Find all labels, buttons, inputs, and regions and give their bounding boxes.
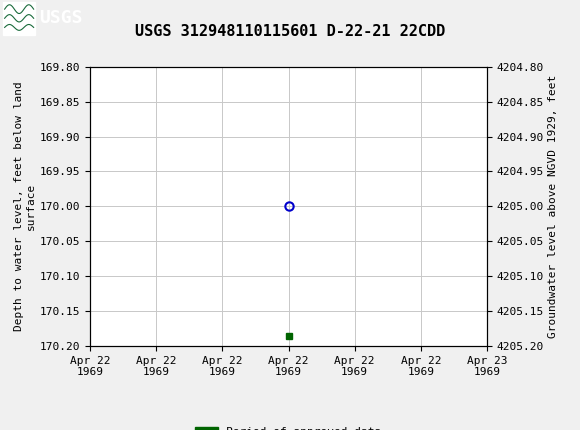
- Y-axis label: Depth to water level, feet below land
surface: Depth to water level, feet below land su…: [14, 82, 35, 331]
- Bar: [3, 2, 35, 35]
- Text: USGS: USGS: [39, 9, 83, 27]
- Text: USGS 312948110115601 D-22-21 22CDD: USGS 312948110115601 D-22-21 22CDD: [135, 24, 445, 39]
- Y-axis label: Groundwater level above NGVD 1929, feet: Groundwater level above NGVD 1929, feet: [548, 75, 559, 338]
- Legend: Period of approved data: Period of approved data: [191, 422, 386, 430]
